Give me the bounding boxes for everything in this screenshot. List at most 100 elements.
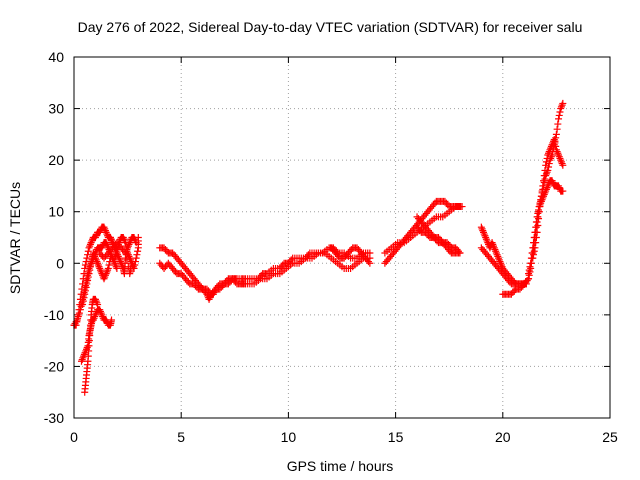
data-point bbox=[91, 234, 99, 241]
data-point bbox=[90, 251, 98, 259]
data-point bbox=[107, 235, 115, 243]
data-point bbox=[96, 266, 104, 274]
y-axis-label: SDTVAR / TECUs bbox=[7, 182, 23, 294]
data-point bbox=[545, 149, 553, 157]
data-point bbox=[84, 251, 92, 259]
data-point bbox=[543, 154, 551, 162]
data-point bbox=[206, 294, 214, 302]
series-track-12 bbox=[237, 249, 374, 288]
data-point bbox=[496, 258, 504, 266]
data-point bbox=[497, 259, 505, 267]
data-point bbox=[552, 142, 560, 150]
data-point bbox=[480, 228, 488, 236]
data-point bbox=[557, 105, 565, 113]
data-point bbox=[103, 240, 111, 248]
data-point bbox=[75, 309, 83, 317]
data-point bbox=[557, 103, 565, 111]
data-point bbox=[81, 290, 89, 298]
data-point bbox=[559, 187, 567, 195]
data-point bbox=[490, 244, 498, 252]
data-point bbox=[495, 254, 503, 262]
data-point bbox=[552, 130, 560, 138]
data-point bbox=[100, 223, 108, 231]
data-point bbox=[84, 247, 92, 255]
data-point bbox=[540, 172, 548, 180]
data-point bbox=[95, 263, 103, 271]
data-point bbox=[556, 154, 564, 162]
data-point bbox=[102, 270, 110, 278]
data-point bbox=[532, 234, 540, 241]
data-point bbox=[77, 302, 85, 310]
data-point bbox=[89, 249, 97, 257]
data-point bbox=[116, 258, 124, 266]
data-point bbox=[104, 266, 112, 274]
data-point bbox=[529, 254, 537, 262]
data-point bbox=[523, 276, 531, 284]
data-point bbox=[116, 256, 124, 264]
data-point bbox=[456, 203, 464, 211]
data-point bbox=[493, 251, 501, 259]
data-point bbox=[555, 153, 563, 161]
data-point bbox=[78, 357, 86, 365]
x-tick-label: 5 bbox=[177, 429, 185, 445]
data-point bbox=[525, 270, 533, 278]
data-point bbox=[558, 160, 566, 168]
data-point bbox=[131, 261, 139, 269]
data-point bbox=[94, 301, 102, 309]
data-point bbox=[525, 266, 533, 274]
data-point bbox=[550, 136, 558, 144]
data-point bbox=[541, 166, 549, 174]
data-point bbox=[364, 258, 372, 266]
data-point bbox=[97, 309, 105, 317]
data-point bbox=[533, 213, 541, 221]
data-point bbox=[79, 354, 87, 362]
data-point bbox=[86, 266, 94, 274]
data-point bbox=[555, 111, 563, 119]
data-point bbox=[534, 209, 542, 217]
data-point bbox=[134, 234, 142, 241]
x-tick-label: 0 bbox=[70, 429, 78, 445]
data-point bbox=[78, 299, 86, 307]
data-point bbox=[551, 139, 559, 147]
data-point bbox=[483, 237, 491, 245]
y-tick-label: 10 bbox=[48, 204, 64, 220]
data-point bbox=[366, 259, 374, 267]
data-point bbox=[108, 316, 116, 324]
data-point bbox=[74, 313, 82, 321]
data-point bbox=[492, 249, 500, 257]
data-point bbox=[530, 251, 538, 259]
data-point bbox=[552, 146, 560, 154]
data-point bbox=[93, 258, 101, 266]
data-point bbox=[104, 264, 112, 272]
data-point bbox=[481, 232, 489, 240]
y-tick-label: -20 bbox=[44, 358, 64, 374]
data-point bbox=[533, 228, 541, 236]
data-point bbox=[101, 225, 109, 233]
data-point bbox=[101, 273, 109, 281]
x-axis-label: GPS time / hours bbox=[287, 458, 394, 474]
data-point bbox=[121, 249, 129, 257]
series-track-22 bbox=[529, 136, 567, 262]
data-point bbox=[91, 313, 99, 321]
data-point bbox=[482, 234, 490, 241]
x-tick-label: 10 bbox=[281, 429, 297, 445]
y-tick-label: -30 bbox=[44, 410, 64, 426]
data-point bbox=[482, 235, 490, 243]
data-point bbox=[545, 148, 553, 156]
data-point bbox=[541, 175, 549, 183]
data-point bbox=[83, 280, 91, 288]
data-point bbox=[108, 237, 116, 245]
data-point bbox=[544, 151, 552, 159]
data-point bbox=[121, 237, 129, 245]
data-point bbox=[537, 192, 545, 200]
series-track-17 bbox=[413, 223, 464, 257]
data-point bbox=[555, 182, 563, 190]
data-point bbox=[205, 295, 213, 303]
data-point bbox=[96, 228, 104, 236]
data-point bbox=[84, 276, 92, 284]
data-point bbox=[134, 247, 142, 255]
data-point bbox=[78, 356, 86, 364]
data-point bbox=[80, 350, 88, 358]
data-point bbox=[81, 349, 89, 357]
data-point bbox=[86, 240, 94, 248]
